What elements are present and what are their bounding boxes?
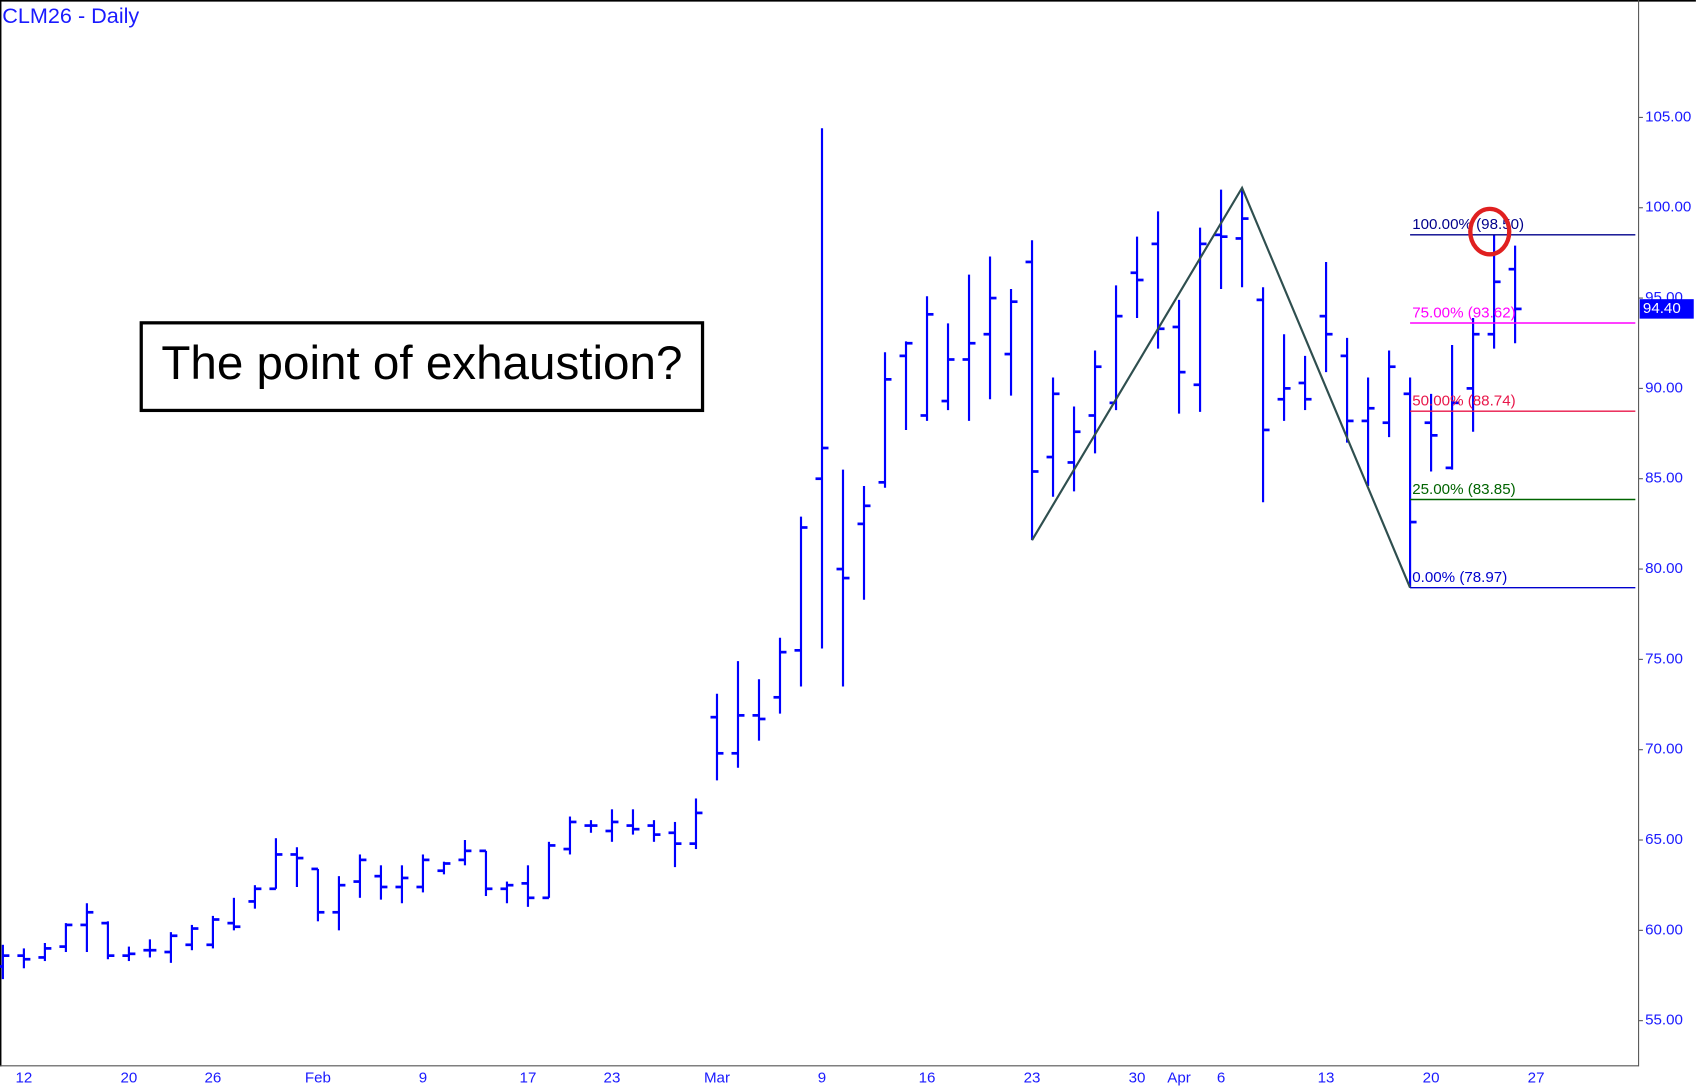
last-price-label: 94.40 xyxy=(1643,300,1681,317)
fib-label: 25.00% (83.85) xyxy=(1412,481,1515,498)
x-tick-label: 27 xyxy=(1528,1069,1545,1086)
x-tick-label: 26 xyxy=(205,1069,222,1086)
y-tick-label: 80.00 xyxy=(1645,560,1683,577)
y-tick-label: 90.00 xyxy=(1645,379,1683,396)
x-tick-label: 12 xyxy=(15,1069,32,1086)
x-tick-label: 9 xyxy=(419,1069,427,1086)
x-tick-label: 13 xyxy=(1318,1069,1335,1086)
fib-label: 50.00% (88.74) xyxy=(1412,392,1515,409)
annotation-box xyxy=(139,321,705,413)
x-tick-label: 30 xyxy=(1129,1069,1146,1086)
y-tick-label: 65.00 xyxy=(1645,831,1683,848)
x-tick-label: 20 xyxy=(120,1069,137,1086)
y-tick-label: 105.00 xyxy=(1645,108,1691,125)
x-tick-label: 9 xyxy=(818,1069,826,1086)
fib-label: 75.00% (93.62) xyxy=(1412,304,1515,321)
y-tick-label: 60.00 xyxy=(1645,921,1683,938)
x-tick-label: Feb xyxy=(305,1069,331,1086)
x-tick-label: Apr xyxy=(1167,1069,1191,1086)
y-tick-label: 85.00 xyxy=(1645,470,1683,487)
y-tick-label: 55.00 xyxy=(1645,1012,1683,1029)
annotation-text: The point of exhaustion? xyxy=(161,337,682,390)
chart-title: CLM26 - Daily xyxy=(2,3,139,28)
x-tick-label: 20 xyxy=(1423,1069,1440,1086)
highlight-circle xyxy=(1468,206,1512,257)
x-tick-label: 23 xyxy=(604,1069,621,1086)
x-tick-label: 6 xyxy=(1217,1069,1225,1086)
y-tick-label: 100.00 xyxy=(1645,199,1691,216)
y-tick-label: 75.00 xyxy=(1645,650,1683,667)
x-tick-label: 16 xyxy=(919,1069,936,1086)
last-price-tag xyxy=(1639,299,1694,319)
x-tick-label: Mar xyxy=(704,1069,730,1086)
zigzag-line xyxy=(1031,185,1412,589)
x-tick-label: 23 xyxy=(1024,1069,1041,1086)
x-tick-label: 17 xyxy=(520,1069,537,1086)
fib-label: 100.00% (98.50) xyxy=(1412,216,1524,233)
fib-label: 0.00% (78.97) xyxy=(1412,569,1507,586)
y-tick-label: 70.00 xyxy=(1645,741,1683,758)
